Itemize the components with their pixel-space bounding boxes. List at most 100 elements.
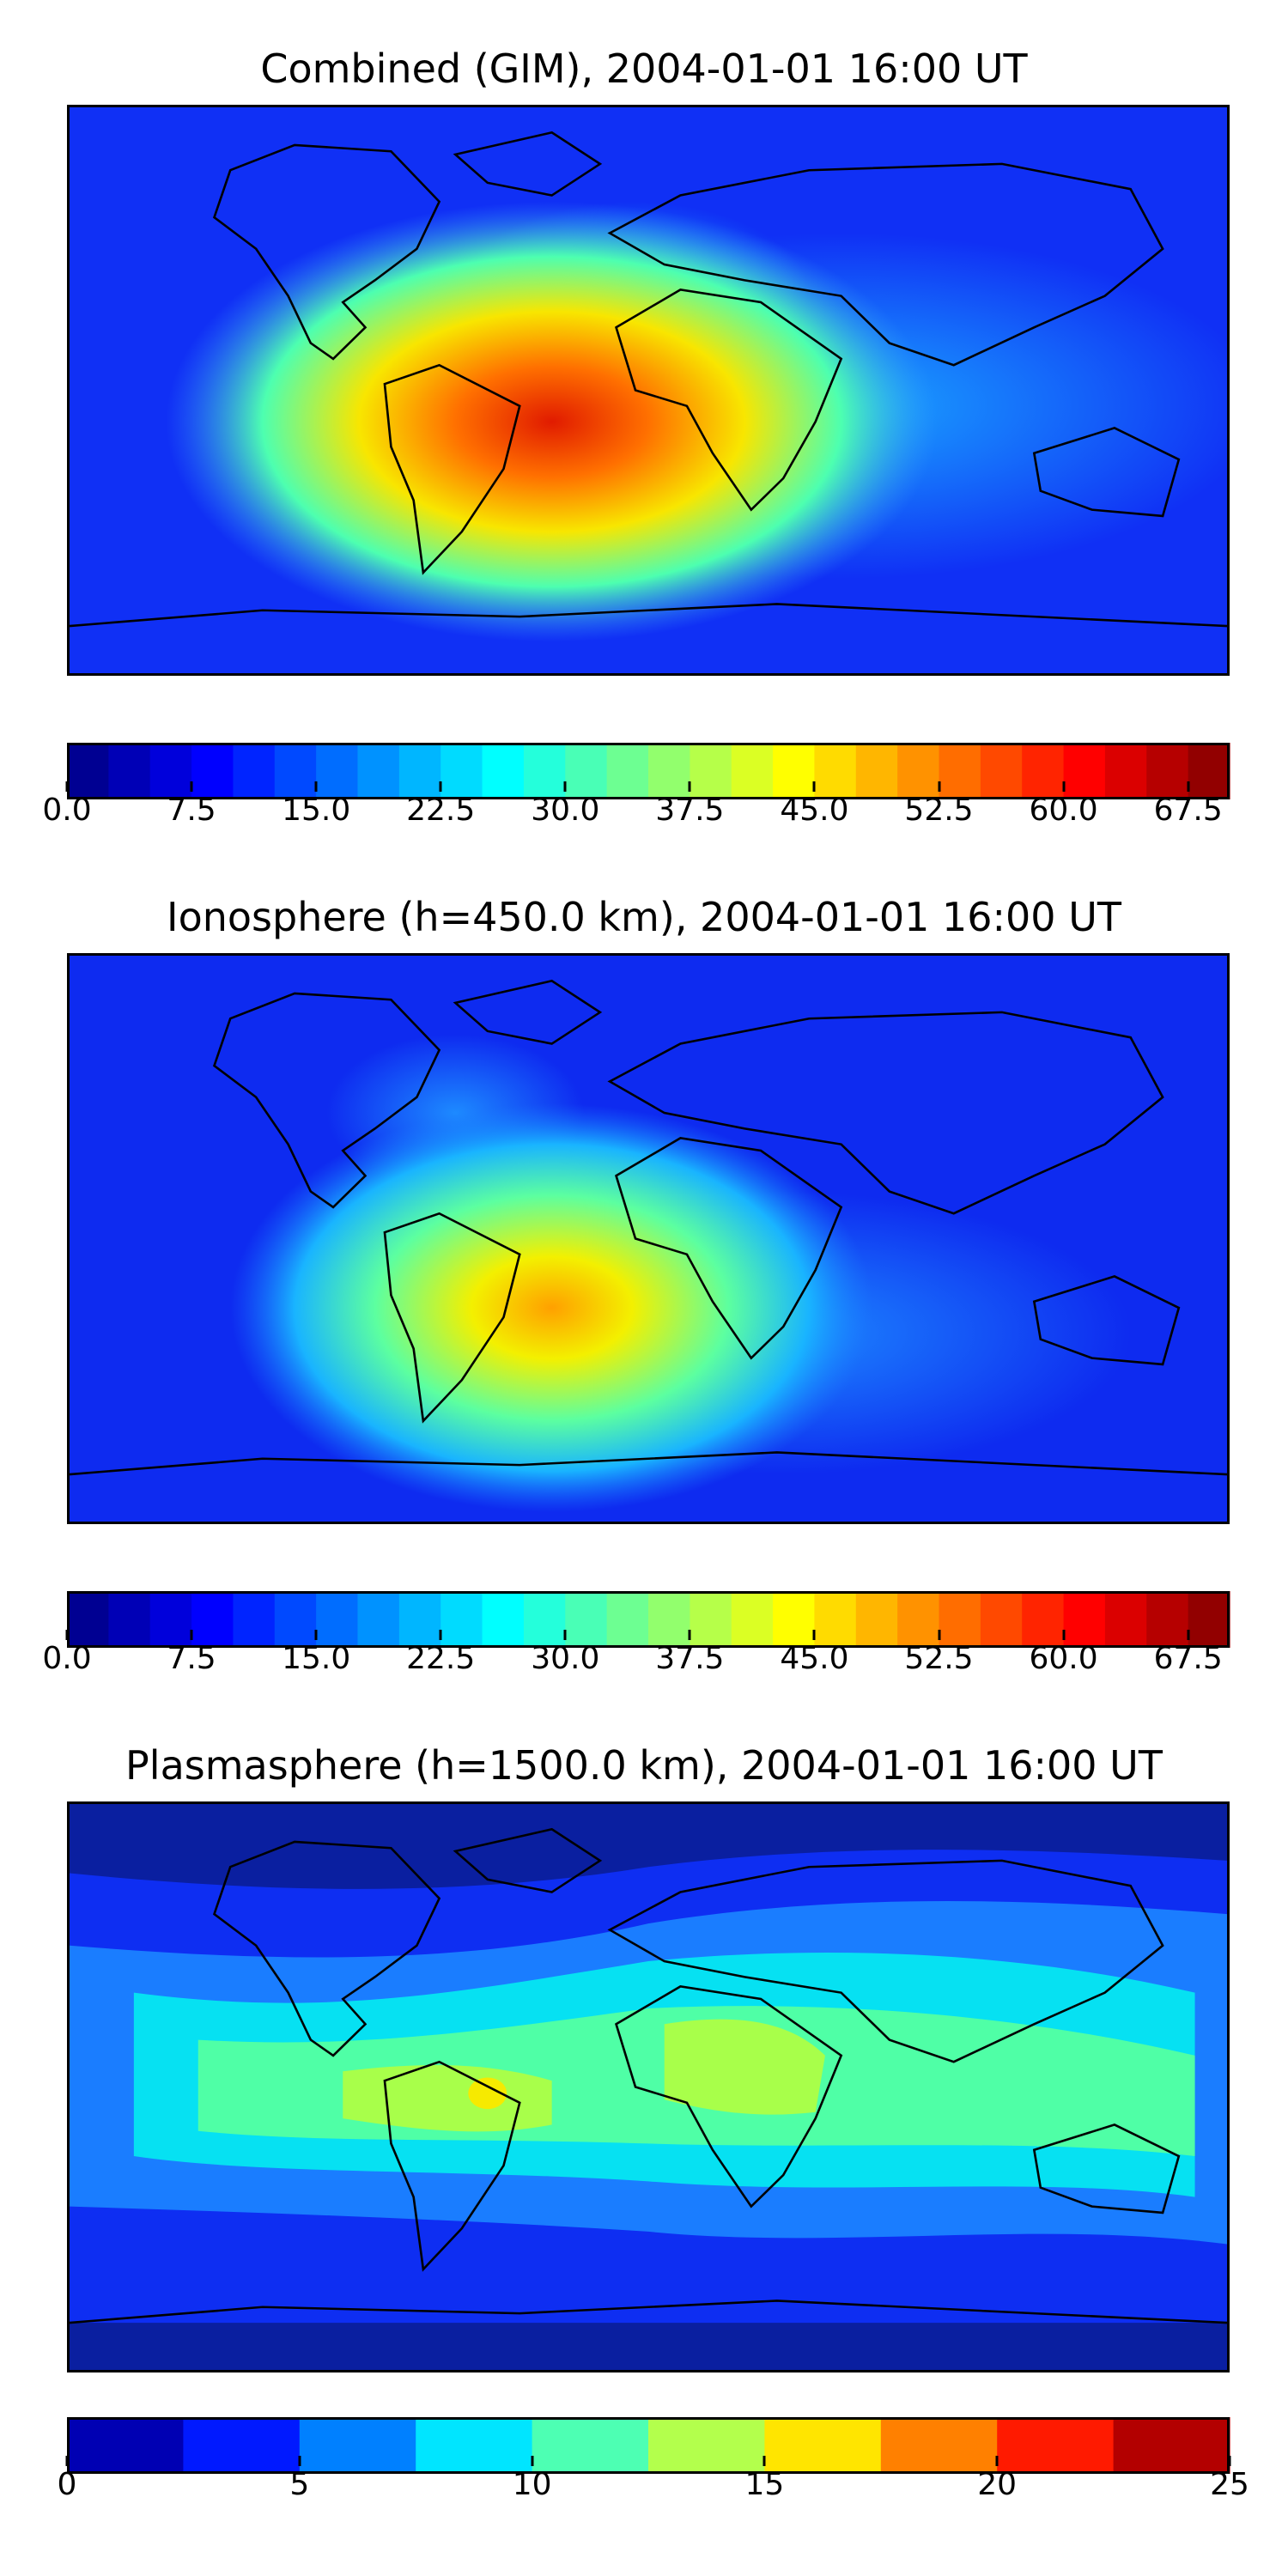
colorbar-segment xyxy=(398,1591,441,1648)
colorbar-tick-mark xyxy=(812,781,816,792)
colorbar-segment xyxy=(773,1591,816,1648)
tick-label: 45.0 xyxy=(780,793,849,828)
colorbar-segment xyxy=(773,743,816,799)
colorbar-tick-mark xyxy=(938,781,940,792)
colorbar-segment xyxy=(440,1591,483,1648)
colorbar-segment xyxy=(606,743,649,799)
panel-3-colorbar-ticks: 0 5 10 15 20 25 xyxy=(58,2456,1249,2509)
panel-1-colorbar-ticks: 0.0 7.5 15.0 22.5 30.0 37.5 45.0 52.5 60… xyxy=(42,781,1230,835)
colorbar-segment xyxy=(1104,1591,1147,1648)
tick-label: 7.5 xyxy=(167,793,216,828)
tick-label: 60.0 xyxy=(1029,793,1098,828)
colorbar-segment xyxy=(731,743,774,799)
colorbar-border xyxy=(67,743,1230,799)
colorbar-segment xyxy=(814,1591,857,1648)
colorbar-segment xyxy=(274,743,317,799)
colorbar-segment xyxy=(980,1591,1023,1648)
tick-label: 0.0 xyxy=(42,793,92,828)
tick-label: 52.5 xyxy=(904,1641,974,1676)
colorbar-tick-mark xyxy=(938,1630,940,1640)
colorbar-tick-mark xyxy=(995,2456,999,2466)
colorbar-segment xyxy=(565,743,608,799)
colorbar-segment xyxy=(67,743,109,799)
colorbar-segment xyxy=(855,1591,898,1648)
colorbar-border xyxy=(67,1591,1230,1648)
tick-label: 67.5 xyxy=(1153,793,1223,828)
colorbar-tick-mark xyxy=(762,2456,766,2466)
coastlines xyxy=(70,131,1227,628)
colorbar-segment xyxy=(1188,743,1230,799)
colorbar-segment xyxy=(523,743,566,799)
colorbar-segment xyxy=(764,2417,882,2474)
colorbar-segment xyxy=(1063,743,1106,799)
colorbar-segment xyxy=(880,2417,998,2474)
colorbar-tick-mark xyxy=(314,1630,318,1640)
tick-label: 52.5 xyxy=(904,793,974,828)
panel-1-title: Combined (GIM), 2004-01-01 16:00 UT xyxy=(260,46,1028,92)
panel-2-colorbar-ticks: 0.0 7.5 15.0 22.5 30.0 37.5 45.0 52.5 60… xyxy=(42,1630,1230,1683)
tick-label: 15.0 xyxy=(282,793,351,828)
panel-2-map xyxy=(67,953,1230,1524)
colorbar-tick-mark xyxy=(1062,781,1066,792)
colorbar-segment xyxy=(316,743,359,799)
colorbar-segment xyxy=(149,743,192,799)
panel-3-map xyxy=(67,1801,1230,2372)
colorbar-tick-mark xyxy=(1228,2456,1231,2466)
colorbar-segment xyxy=(316,1591,359,1648)
tick-label: 37.5 xyxy=(655,1641,725,1676)
tick-label: 60.0 xyxy=(1029,1641,1098,1676)
colorbar-segment xyxy=(191,743,234,799)
colorbar-segment xyxy=(855,743,898,799)
colorbar-tick-mark xyxy=(563,1630,567,1640)
colorbar-segment xyxy=(1022,743,1065,799)
colorbar-tick-mark xyxy=(563,781,567,792)
colorbar-segment xyxy=(299,2417,416,2474)
colorbar-segment xyxy=(416,2417,533,2474)
colorbar-segment xyxy=(606,1591,649,1648)
colorbar-tick-mark xyxy=(439,781,442,792)
colorbar-segment xyxy=(233,743,276,799)
colorbar-segment xyxy=(897,1591,940,1648)
colorbar-segment xyxy=(1113,2417,1230,2474)
colorbar-tick-mark xyxy=(1187,781,1190,792)
colorbar-segment xyxy=(233,1591,276,1648)
colorbar-segment xyxy=(357,1591,400,1648)
colorbar-tick-mark xyxy=(688,781,691,792)
tick-label: 22.5 xyxy=(406,1641,476,1676)
tick-label: 25 xyxy=(1210,2467,1249,2502)
colorbar-segment xyxy=(939,1591,981,1648)
colorbar-tick-mark xyxy=(1062,1630,1066,1640)
tick-label: 30.0 xyxy=(531,1641,600,1676)
colorbar-segment xyxy=(398,743,441,799)
panel-3-colorbar xyxy=(67,2417,1230,2474)
colorbar-tick-mark xyxy=(688,1630,691,1640)
colorbar-tick-mark xyxy=(65,2456,69,2466)
colorbar-tick-mark xyxy=(439,1630,442,1640)
colorbar-segment xyxy=(149,1591,192,1648)
colorbar-segment xyxy=(1104,743,1147,799)
colorbar-tick-mark xyxy=(65,1630,69,1640)
colorbar-tick-mark xyxy=(190,1630,193,1640)
panel-2-colorbar xyxy=(67,1591,1230,1648)
coastlines xyxy=(70,1827,1227,2324)
colorbar-segment xyxy=(897,743,940,799)
tick-label: 7.5 xyxy=(167,1641,216,1676)
colorbar-segment xyxy=(997,2417,1115,2474)
colorbar-segment xyxy=(648,1591,690,1648)
colorbar-tick-mark xyxy=(298,2456,301,2466)
colorbar-tick-mark xyxy=(190,781,193,792)
tick-label: 10 xyxy=(512,2467,552,2502)
tick-label: 67.5 xyxy=(1153,1641,1223,1676)
colorbar-segment xyxy=(648,2417,765,2474)
colorbar-tick-mark xyxy=(812,1630,816,1640)
colorbar-border xyxy=(67,2417,1230,2474)
colorbar-segment xyxy=(274,1591,317,1648)
colorbar-segment xyxy=(565,1591,608,1648)
tick-label: 0 xyxy=(57,2467,77,2502)
colorbar-segment xyxy=(482,1591,525,1648)
colorbar-segment xyxy=(183,2417,301,2474)
tick-label: 0.0 xyxy=(42,1641,92,1676)
colorbar-segment xyxy=(67,2417,184,2474)
colorbar-segment xyxy=(191,1591,234,1648)
colorbar-tick-mark xyxy=(65,781,69,792)
